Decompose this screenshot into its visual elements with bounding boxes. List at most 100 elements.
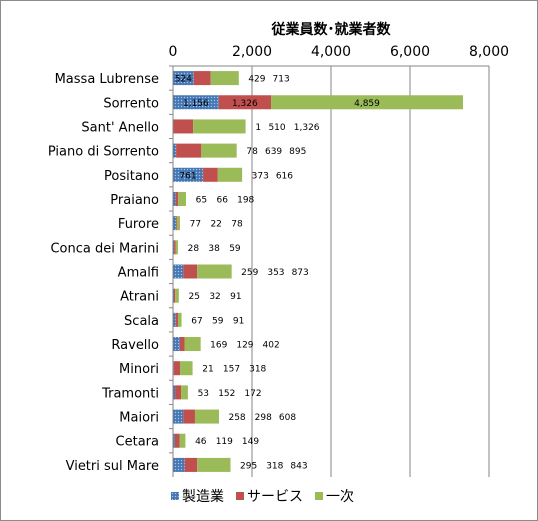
value-label: 298: [255, 413, 272, 423]
value-label: 295: [240, 461, 257, 471]
bar-segment: [203, 167, 218, 182]
bar-segment: [193, 119, 246, 134]
category-label: Piano di Sorrento: [48, 145, 159, 160]
value-label: 91: [233, 316, 244, 326]
value-label: 78: [231, 220, 243, 230]
bar-segment: [173, 385, 176, 400]
value-label: 66: [216, 195, 228, 205]
bar-segment: [184, 337, 201, 352]
value-label: 65: [196, 195, 207, 205]
value-label: 119: [216, 437, 233, 447]
bar-segment: [176, 216, 177, 231]
x-tick-label: 4,000: [311, 44, 351, 60]
value-label: 608: [279, 413, 296, 423]
bar-segment: [271, 95, 463, 110]
value-label: 713: [273, 75, 290, 85]
category-label: Massa Lubrense: [55, 72, 159, 87]
bar-segment: [173, 191, 176, 206]
bar-segment: [183, 264, 198, 279]
bar-segment: [179, 433, 186, 448]
bar-segment: [173, 409, 184, 424]
bar-segment: [175, 385, 182, 400]
value-label: 157: [223, 365, 240, 375]
bar-segment: [178, 191, 186, 206]
value-label: 172: [244, 389, 261, 399]
value-label: 129: [236, 341, 253, 351]
bar-segment: [184, 457, 198, 472]
value-label: 38: [208, 244, 220, 254]
value-label: 28: [188, 244, 200, 254]
value-label: 78: [246, 147, 258, 157]
category-label: Amalfi: [118, 266, 159, 281]
bar-segment: [217, 167, 243, 182]
bar-segment: [173, 433, 175, 448]
value-label: 46: [195, 437, 207, 447]
value-label: 639: [265, 147, 282, 157]
bar-segment: [179, 337, 185, 352]
value-label: 22: [210, 220, 221, 230]
bar-segment: [175, 191, 179, 206]
category-label: Tramonti: [101, 386, 159, 401]
value-label: 53: [198, 389, 209, 399]
bar-segment: [218, 95, 272, 110]
category-label: Atrani: [120, 290, 159, 305]
bar-segment: [176, 143, 202, 158]
bar-segment: [173, 95, 219, 110]
value-label: 59: [212, 316, 224, 326]
value-label: 1: [255, 123, 261, 133]
legend: 製造業 サービス 一次: [171, 489, 354, 505]
bar-segment: [173, 288, 176, 303]
category-label: Vietri sul Mare: [66, 459, 159, 474]
axes: 0 2,000 4,000 6,000 8,000 Massa Lubrense Sorre…: [48, 44, 509, 477]
bar-segment: [181, 385, 188, 400]
legend-swatch: [171, 492, 179, 500]
bar-segment: [173, 119, 194, 134]
bar-segment: [173, 240, 175, 255]
bar-segment: [197, 457, 231, 472]
value-label: 510: [268, 123, 285, 133]
value-label: 1,326: [294, 123, 320, 133]
value-label: 25: [189, 292, 200, 302]
category-label: Scala: [124, 314, 159, 329]
bar-segment: [177, 312, 182, 327]
value-label: 152: [218, 389, 235, 399]
value-label: 616: [276, 171, 293, 181]
value-label: 318: [249, 365, 266, 375]
bar-segment: [176, 216, 180, 231]
value-label: 1,156: [183, 99, 209, 109]
x-tick-label: 6,000: [390, 44, 430, 60]
value-label: 895: [289, 147, 306, 157]
value-label: 1,326: [232, 99, 258, 109]
legend-label: サービス: [247, 489, 303, 505]
bar-segment: [173, 337, 180, 352]
bar-segment: [180, 361, 193, 376]
bar-segment: [174, 240, 176, 255]
bar-segment: [174, 433, 180, 448]
bar-segment: [201, 143, 237, 158]
bars: [173, 71, 463, 472]
category-label: Conca dei Marini: [50, 241, 159, 256]
value-label: 353: [267, 268, 284, 278]
value-label: 873: [292, 268, 309, 278]
value-label: 91: [230, 292, 241, 302]
bar-segment: [173, 264, 184, 279]
value-label: 524: [175, 75, 192, 85]
x-tick-label: 0: [169, 44, 178, 60]
category-label: Furore: [118, 217, 159, 232]
value-label: 32: [209, 292, 220, 302]
bar-segment: [197, 264, 232, 279]
legend-swatch: [236, 492, 244, 500]
value-label: 77: [190, 220, 201, 230]
bar-segment: [210, 71, 239, 86]
value-label: 402: [263, 341, 280, 351]
category-label: Cetara: [116, 435, 159, 450]
bar-segment: [183, 409, 195, 424]
category-label: Maiori: [119, 411, 159, 426]
value-label: 318: [266, 461, 283, 471]
category-label: Positano: [104, 169, 159, 184]
category-label: Ravello: [111, 338, 159, 353]
bar-segment: [173, 167, 204, 182]
legend-label: 一次: [326, 489, 354, 505]
value-labels: 524 429 713 1,156 1,326 4,859 1 510 1,326 78 639 89…: [175, 75, 380, 472]
